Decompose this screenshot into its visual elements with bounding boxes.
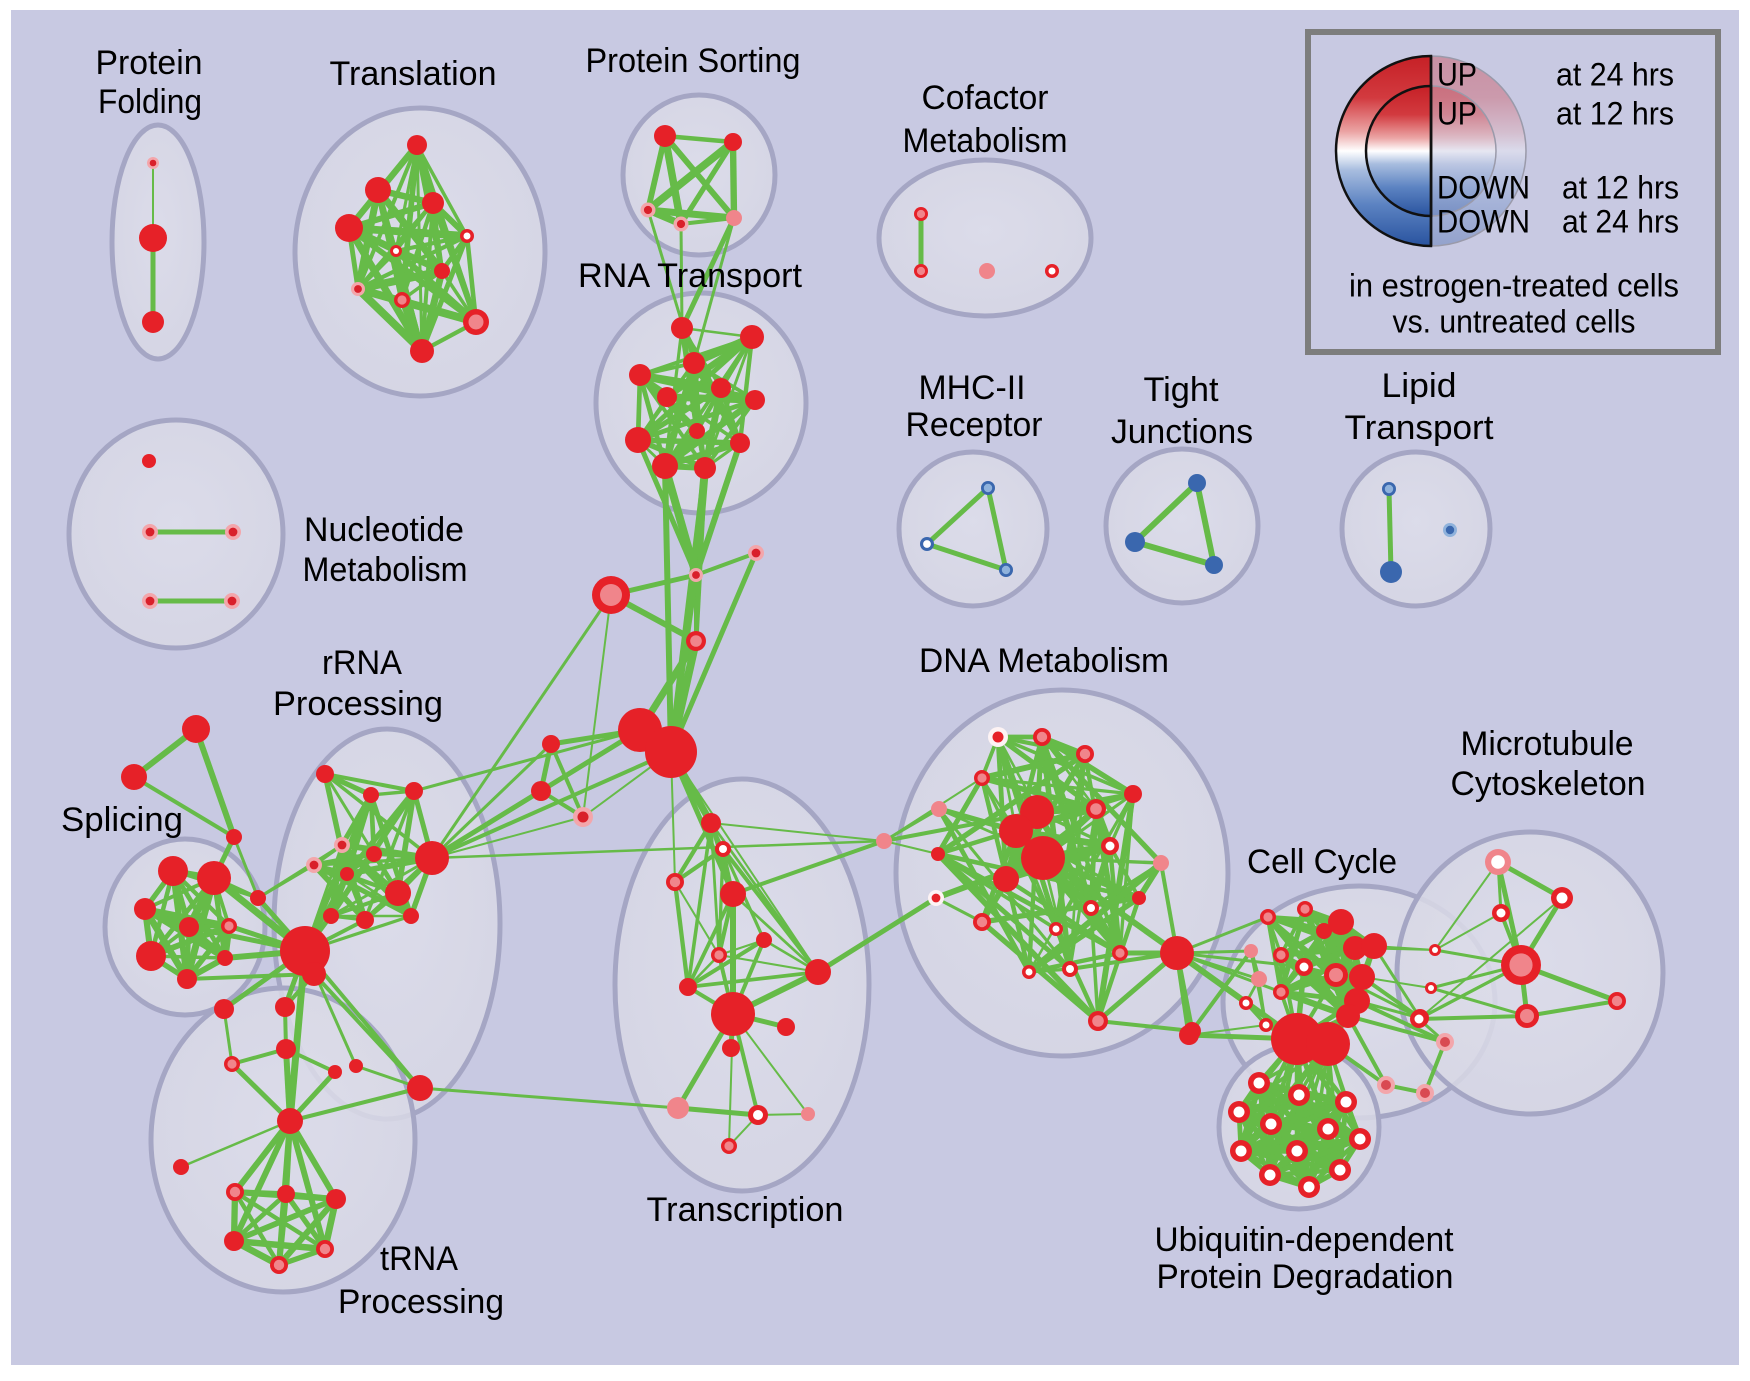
svg-text:Folding: Folding <box>98 83 202 121</box>
svg-text:Metabolism: Metabolism <box>303 551 468 589</box>
svg-text:Processing: Processing <box>273 685 443 723</box>
svg-text:Cofactor: Cofactor <box>922 79 1049 117</box>
svg-text:at 12 hrs: at 12 hrs <box>1556 95 1674 131</box>
svg-text:in estrogen-treated cells: in estrogen-treated cells <box>1349 267 1679 303</box>
svg-text:Nucleotide: Nucleotide <box>304 511 464 549</box>
svg-text:DNA Metabolism: DNA Metabolism <box>919 642 1169 680</box>
svg-text:rRNA: rRNA <box>322 644 402 682</box>
svg-text:UP: UP <box>1437 95 1477 131</box>
svg-text:Ubiquitin-dependent: Ubiquitin-dependent <box>1155 1221 1455 1259</box>
svg-text:Metabolism: Metabolism <box>903 122 1068 160</box>
svg-text:Cytoskeleton: Cytoskeleton <box>1451 765 1646 803</box>
svg-text:Processing: Processing <box>338 1283 504 1321</box>
svg-text:MHC-II: MHC-II <box>919 369 1026 407</box>
svg-text:Translation: Translation <box>330 55 497 93</box>
svg-text:Protein Sorting: Protein Sorting <box>586 42 801 80</box>
svg-text:Transport: Transport <box>1345 409 1495 447</box>
svg-text:Tight: Tight <box>1144 371 1220 409</box>
svg-text:at 24 hrs: at 24 hrs <box>1556 56 1674 92</box>
svg-text:Transcription: Transcription <box>647 1191 844 1229</box>
svg-text:tRNA: tRNA <box>380 1240 458 1278</box>
svg-text:Splicing: Splicing <box>61 801 183 839</box>
svg-text:UP: UP <box>1437 56 1477 92</box>
svg-text:Microtubule: Microtubule <box>1461 725 1634 763</box>
svg-text:at 12 hrs: at 12 hrs <box>1562 169 1679 205</box>
svg-text:RNA Transport: RNA Transport <box>578 257 803 295</box>
svg-text:vs. untreated cells: vs. untreated cells <box>1393 303 1636 339</box>
svg-text:Lipid: Lipid <box>1382 367 1457 405</box>
svg-text:Cell Cycle: Cell Cycle <box>1247 843 1397 881</box>
svg-text:Junctions: Junctions <box>1111 413 1253 451</box>
svg-text:Receptor: Receptor <box>906 406 1043 444</box>
svg-text:at 24 hrs: at 24 hrs <box>1562 203 1679 239</box>
svg-text:DOWN: DOWN <box>1437 203 1530 239</box>
svg-text:Protein: Protein <box>96 44 203 82</box>
svg-text:DOWN: DOWN <box>1437 169 1530 205</box>
svg-text:Protein Degradation: Protein Degradation <box>1157 1258 1454 1296</box>
